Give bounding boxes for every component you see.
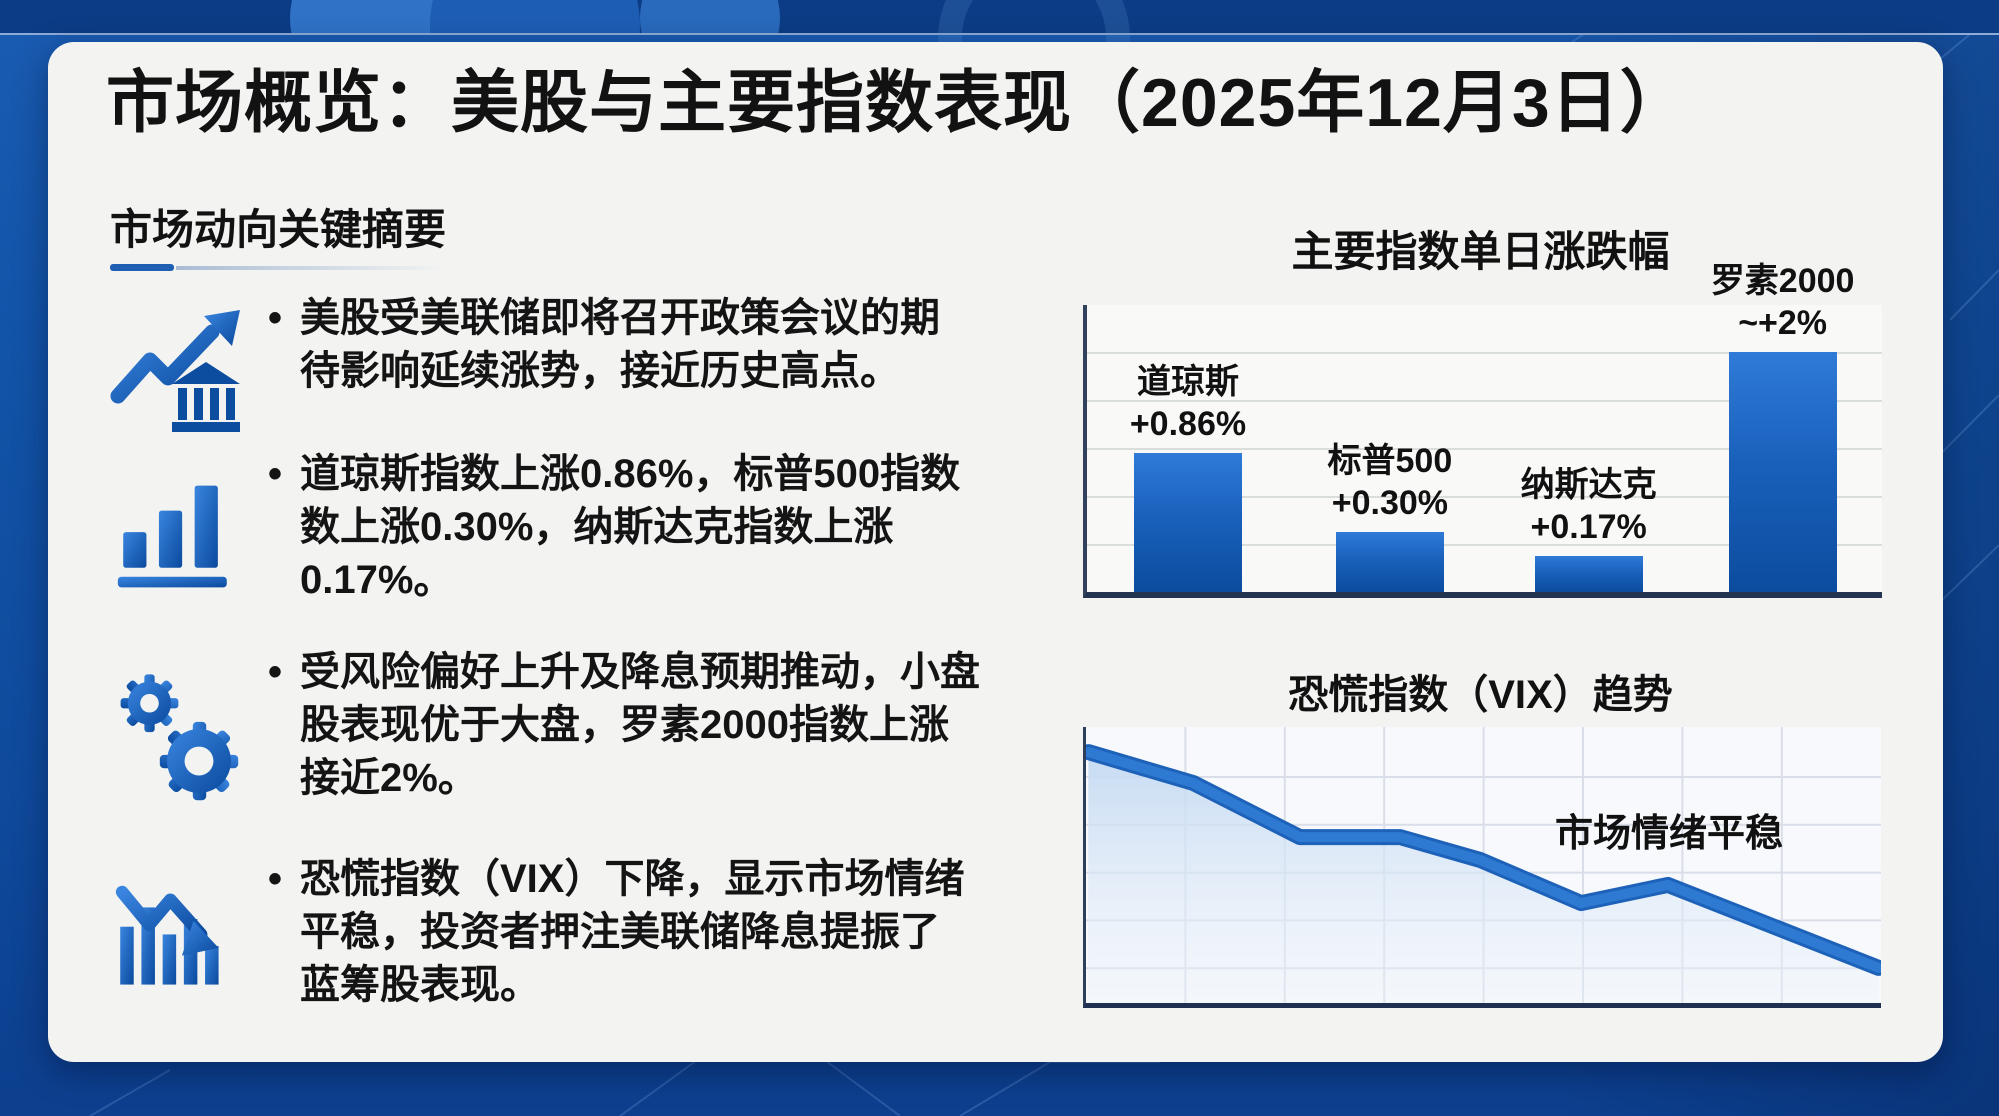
bar-3 <box>1534 556 1643 592</box>
bullet-text: 恐慌指数（VIX）下降，显示市场情绪 平稳，投资者押注美联储降息提振了 蓝筹股表… <box>300 857 965 1007</box>
bar-label: 罗素2000 ~+2% <box>1710 262 1855 343</box>
band-circle <box>430 0 640 33</box>
gridline <box>1087 448 1882 450</box>
band-circle <box>290 0 450 33</box>
bullet-marker: • <box>268 650 283 694</box>
page-title: 市场概览：美股与主要指数表现（2025年12月3日） <box>106 65 1689 141</box>
bar-1 <box>1133 452 1242 592</box>
bullet-text: 受风险偏好上升及降息预期推动，小盘 股表现优于大盘，罗素2000指数上涨 接近2… <box>300 650 980 800</box>
declining-chart-icon <box>110 853 268 1000</box>
heading-underline-accent <box>110 264 174 271</box>
bar-chart-plot: 道琼斯 +0.86% 标普500 +0.30% 纳斯达克 +0.17% 罗素2000 … <box>1083 262 1882 598</box>
bar-chart-icon <box>110 448 268 591</box>
bullet-marker: • <box>268 857 283 901</box>
vix-chart-title: 恐慌指数（VIX）趋势 <box>1288 673 1673 717</box>
gridline <box>1087 496 1882 498</box>
vix-annotation: 市场情绪平稳 <box>1555 813 1784 855</box>
vix-line-chart <box>1080 727 1887 1003</box>
bar-label: 道琼斯 +0.86% <box>1129 362 1247 443</box>
gridline <box>1087 544 1882 546</box>
bar-2 <box>1335 531 1444 592</box>
gears-icon <box>110 646 268 827</box>
summary-heading: 市场动向关键摘要 <box>110 206 447 253</box>
heading-underline <box>176 266 446 270</box>
bar-label: 标普500 +0.30% <box>1327 441 1453 522</box>
band-circle <box>640 0 780 33</box>
list-item: • 道琼斯指数上涨0.86%，标普500指数 数上涨0.30%，纳斯达克指数上涨 … <box>110 448 1030 607</box>
bullet-marker: • <box>268 296 283 340</box>
gridline <box>1087 352 1882 354</box>
list-item: • 美股受美联储即将召开政策会议的期 待影响延续涨势，接近历史高点。 <box>110 292 1030 442</box>
bullet-text: 美股受美联储即将召开政策会议的期 待影响延续涨势，接近历史高点。 <box>300 296 940 393</box>
bullet-text: 道琼斯指数上涨0.86%，标普500指数 数上涨0.30%，纳斯达克指数上涨 0… <box>300 452 961 602</box>
trend-up-bank-icon <box>110 292 268 442</box>
list-item: • 受风险偏好上升及降息预期推动，小盘 股表现优于大盘，罗素2000指数上涨 接近… <box>110 646 1030 827</box>
gridline <box>1087 400 1882 402</box>
bar-4 <box>1728 352 1837 592</box>
list-item: • 恐慌指数（VIX）下降，显示市场情绪 平稳，投资者押注美联储降息提振了 蓝筹股… <box>110 853 1030 1012</box>
bar-chart-title: 主要指数单日涨跌幅 <box>1291 228 1670 275</box>
bullet-marker: • <box>268 452 283 496</box>
vix-chart-plot <box>1080 727 1887 1008</box>
bar-label: 纳斯达克 +0.17% <box>1520 466 1657 547</box>
